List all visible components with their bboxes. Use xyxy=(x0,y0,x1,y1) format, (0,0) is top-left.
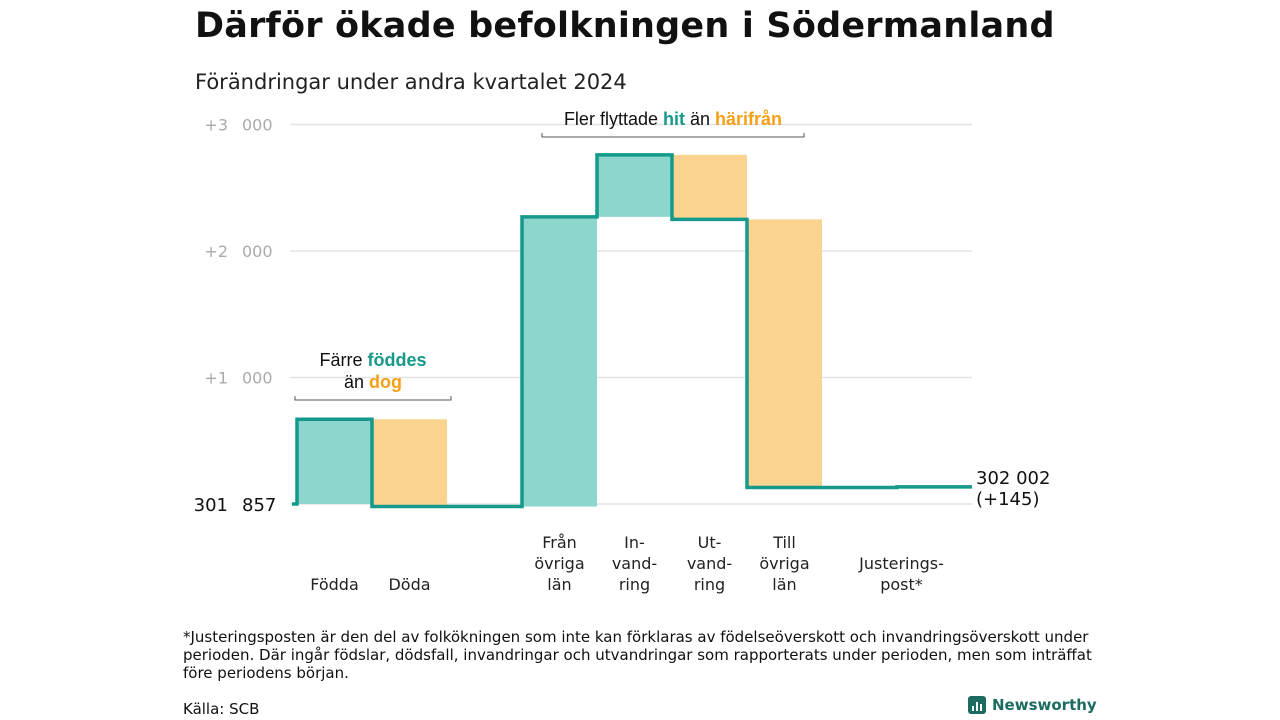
end-change-label: (+145) xyxy=(976,489,1039,510)
annotation-segment: dog xyxy=(369,372,402,392)
annotation-segment: härifrån xyxy=(715,109,782,129)
annotation-segment: än xyxy=(344,372,369,392)
y-tick-label: +2 xyxy=(204,242,228,261)
category-label: övriga xyxy=(534,554,584,573)
running-total-path xyxy=(292,153,972,509)
waterfall-bar xyxy=(598,154,672,217)
logo-text: Newsworthy xyxy=(992,696,1097,714)
category-label: Födda xyxy=(310,575,359,594)
chart-subtitle: Förändringar under andra kvartalet 2024 xyxy=(195,70,627,94)
category-label: Ut- xyxy=(698,533,722,552)
running-total-line xyxy=(292,153,972,509)
labels: Födda Döda Från övriga län In-vand-ring Ut-van… xyxy=(194,109,1051,594)
category-label: post* xyxy=(880,575,923,594)
annotation-text: Färre föddes xyxy=(319,350,426,370)
bars xyxy=(298,154,822,507)
waterfall-bar xyxy=(373,419,447,507)
waterfall-bar xyxy=(748,219,822,488)
y-tick-label: +3 xyxy=(204,116,228,135)
annotation-text: än dog xyxy=(344,372,402,392)
category-label: Till xyxy=(772,533,796,552)
end-value-label: 302 002 xyxy=(976,468,1050,489)
gridlines: +3 000 +2 000 +1 000 xyxy=(204,116,972,505)
annotation-segment: än xyxy=(685,109,715,129)
waterfall-bar xyxy=(298,419,372,504)
category-label: Justerings- xyxy=(858,554,944,573)
category-label: län xyxy=(772,575,796,594)
y-tick-label: 000 xyxy=(242,369,273,388)
waterfall-bar xyxy=(673,154,747,220)
category-label: In- xyxy=(624,533,645,552)
newsworthy-logo[interactable]: Newsworthy xyxy=(968,696,1097,714)
y-tick-label: +1 xyxy=(204,369,228,388)
waterfall-chart: +3 000 +2 000 +1 000 Födda Döda Från övriga län In… xyxy=(194,109,1051,594)
annotation-bracket xyxy=(541,133,805,138)
source-label: Källa: SCB xyxy=(183,700,260,718)
category-label: vand- xyxy=(612,554,657,573)
newsworthy-logo-icon xyxy=(968,696,986,714)
category-label: övriga xyxy=(759,554,809,573)
start-value-label: 857 xyxy=(242,495,276,516)
footnote: *Justeringsposten är den del av folkökni… xyxy=(183,628,1092,682)
y-tick-label: 000 xyxy=(242,116,273,135)
annotation-segment: hit xyxy=(663,109,685,129)
annotation-bracket xyxy=(294,396,452,401)
annotation-segment: Färre xyxy=(319,350,367,370)
category-label: län xyxy=(547,575,571,594)
y-tick-label: 000 xyxy=(242,242,273,261)
start-value-label: 301 xyxy=(194,495,228,516)
annotation-segment: Fler flyttade xyxy=(564,109,663,129)
category-label: vand- xyxy=(687,554,732,573)
annotation-segment: föddes xyxy=(368,350,427,370)
category-label: Döda xyxy=(388,575,430,594)
chart-title: Därför ökade befolkningen i Södermanland xyxy=(195,6,1055,46)
annotation-text: Fler flyttade hit än härifrån xyxy=(564,109,782,129)
waterfall-bar xyxy=(523,216,597,507)
category-label: Från xyxy=(542,533,577,552)
category-label: ring xyxy=(619,575,650,594)
category-label: ring xyxy=(694,575,725,594)
